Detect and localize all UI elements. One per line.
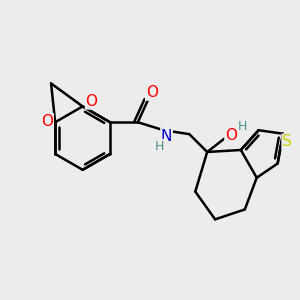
- Text: H: H: [238, 120, 248, 133]
- Text: O: O: [225, 128, 237, 142]
- Text: H: H: [155, 140, 164, 152]
- Text: S: S: [282, 134, 292, 149]
- Text: O: O: [41, 114, 53, 129]
- Text: O: O: [146, 85, 158, 100]
- Text: N: N: [161, 129, 172, 144]
- Text: O: O: [85, 94, 98, 109]
